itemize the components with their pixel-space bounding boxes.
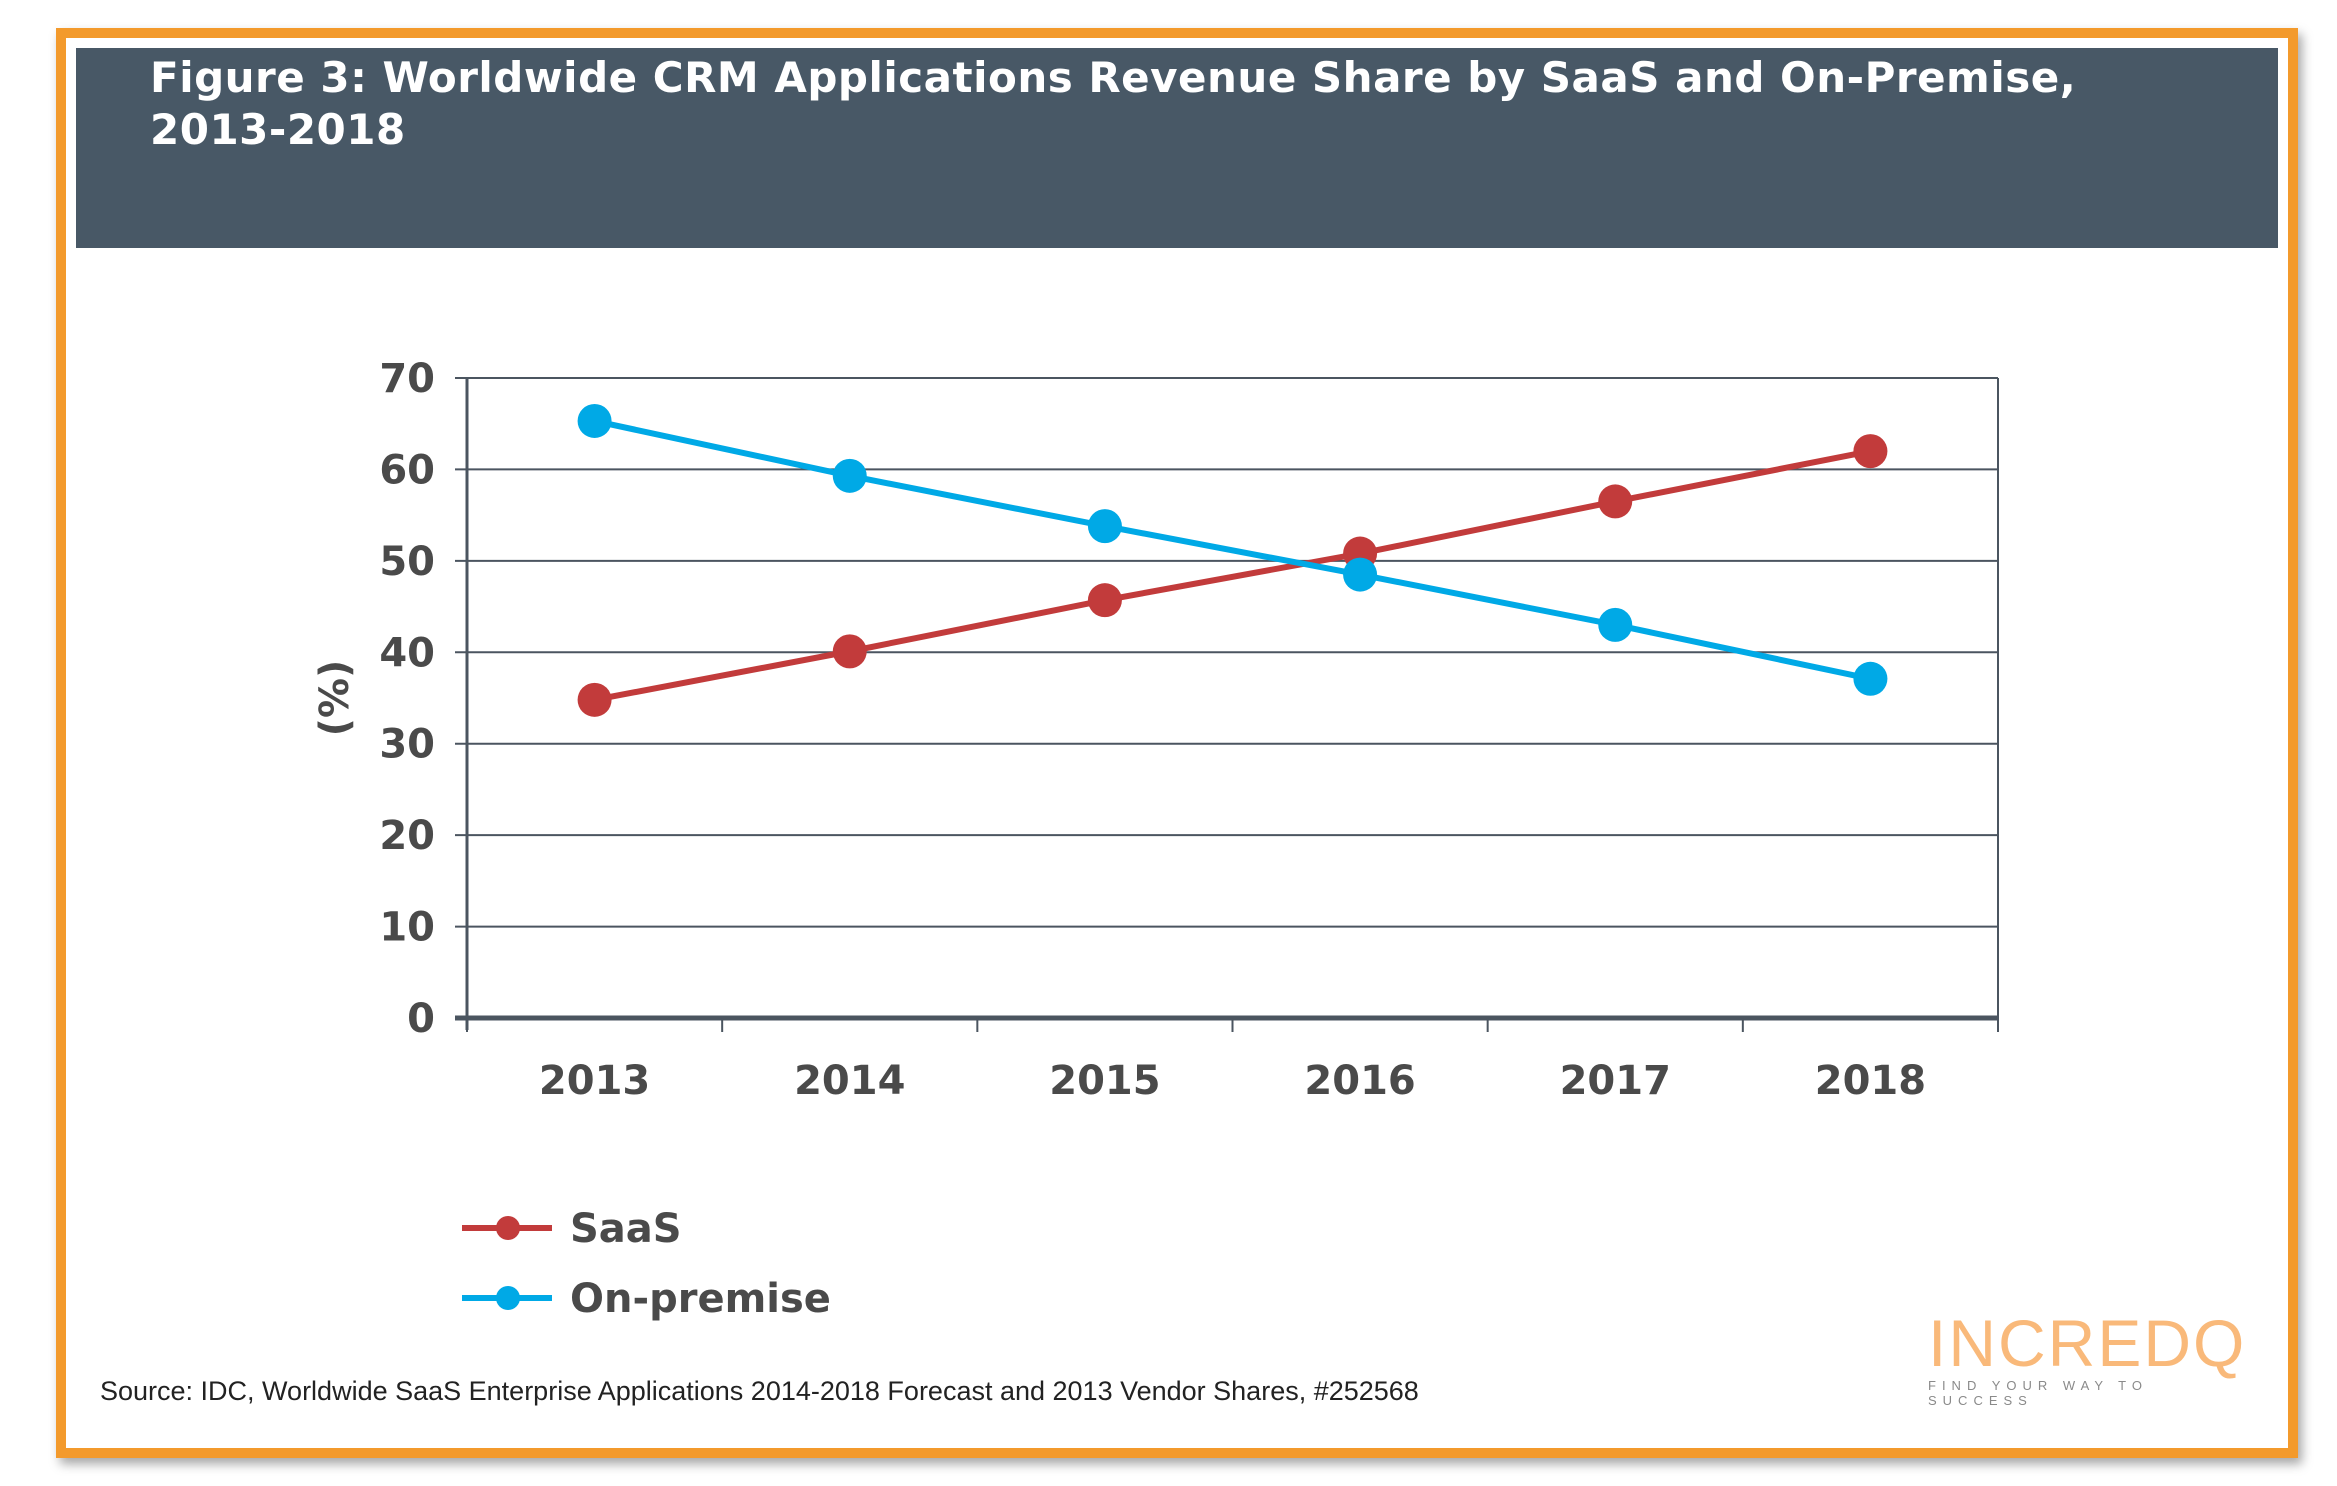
y-tick-label: 0	[407, 996, 435, 1042]
y-axis-label: (%)	[312, 660, 358, 737]
source-note: Source: IDC, Worldwide SaaS Enterprise A…	[100, 1376, 1419, 1406]
x-tick-label: 2018	[1815, 1058, 1926, 1104]
figure-header	[76, 48, 2278, 248]
y-tick-label: 50	[379, 539, 435, 585]
series-on-premise	[577, 403, 1888, 696]
data-point	[577, 403, 612, 438]
y-tick-label: 70	[379, 356, 435, 402]
y-tick-label: 10	[379, 905, 435, 951]
data-point	[1853, 661, 1888, 696]
data-point	[577, 682, 612, 717]
y-tick-label: 20	[379, 813, 435, 859]
x-tick-label: 2017	[1560, 1058, 1671, 1104]
legend-label: On-premise	[570, 1276, 831, 1322]
data-point	[832, 458, 867, 493]
logo-tagline: FIND YOUR WAY TO SUCCESS	[1928, 1378, 2149, 1408]
data-point	[832, 634, 867, 669]
y-tick-label: 60	[379, 447, 435, 493]
legend-label: SaaS	[570, 1206, 682, 1252]
data-point	[1343, 557, 1378, 592]
series-line	[593, 418, 1872, 682]
x-tick-label: 2016	[1304, 1058, 1415, 1104]
data-point	[1853, 434, 1888, 469]
logo-word: INCREDQ	[1928, 1306, 2247, 1380]
x-tick-label: 2014	[794, 1058, 905, 1104]
legend-marker	[496, 1286, 520, 1310]
data-point	[1598, 484, 1633, 519]
y-tick-label: 30	[379, 722, 435, 768]
x-tick-label: 2013	[539, 1058, 650, 1104]
x-tick-label: 2015	[1049, 1058, 1160, 1104]
data-point	[1087, 583, 1122, 618]
chart-title: Figure 3: Worldwide CRM Applications Rev…	[150, 53, 2077, 154]
data-point	[1087, 509, 1122, 544]
data-point	[1598, 607, 1633, 642]
series-line	[594, 448, 1871, 703]
series-saas	[577, 434, 1888, 717]
legend-marker	[496, 1216, 520, 1240]
y-tick-label: 40	[379, 630, 435, 676]
incredq-logo: INCREDQ FIND YOUR WAY TO SUCCESS	[1928, 1306, 2247, 1408]
